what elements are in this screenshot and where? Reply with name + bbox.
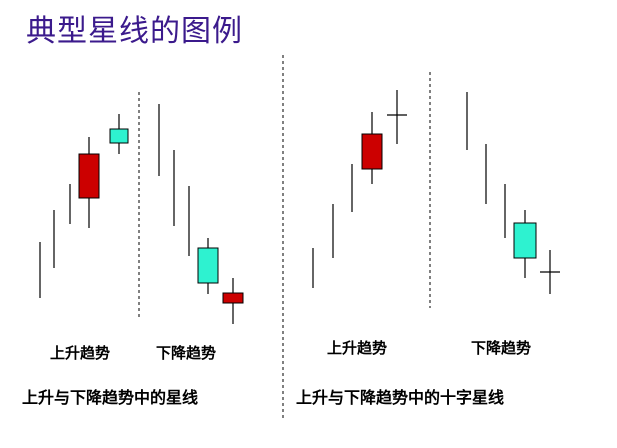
candle-body: [513, 222, 537, 259]
candlestick: [109, 114, 129, 154]
candlestick: [78, 137, 100, 228]
candle-body: [109, 128, 129, 144]
candle-body: [361, 133, 383, 170]
doji-star: [387, 90, 407, 144]
caption-doji-star-lines: 上升与下降趋势中的十字星线: [296, 388, 505, 407]
candle-body: [78, 153, 100, 199]
candle-body: [197, 247, 219, 284]
label-right-uptrend: 上升趋势: [327, 339, 388, 357]
label-left-uptrend: 上升趋势: [50, 344, 111, 362]
candlestick: [222, 278, 244, 324]
candlestick: [197, 238, 219, 294]
candlestick: [361, 112, 383, 184]
candlestick: [513, 210, 537, 278]
slide-title: 典型星线的图例: [26, 14, 243, 49]
candle-body: [222, 292, 244, 304]
label-right-downtrend: 下降趋势: [471, 339, 532, 357]
label-left-downtrend: 下降趋势: [156, 344, 217, 362]
caption-star-lines: 上升与下降趋势中的星线: [22, 388, 199, 407]
doji-star: [540, 250, 560, 294]
